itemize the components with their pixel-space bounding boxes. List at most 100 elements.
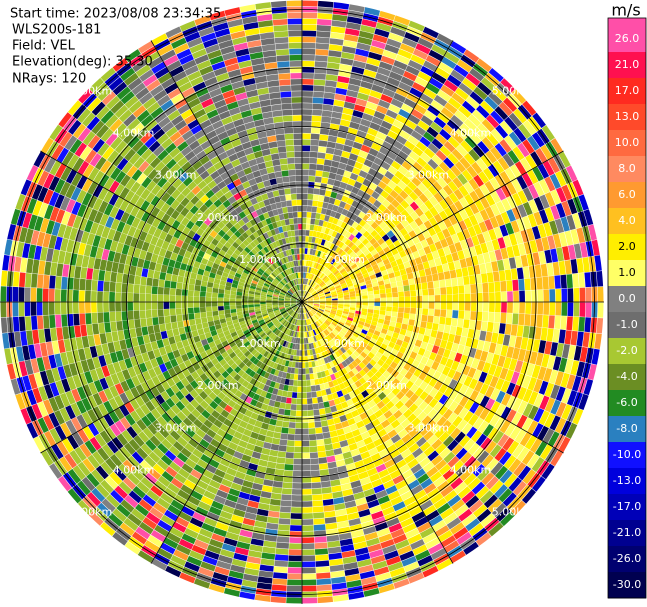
radar-bin [184, 114, 197, 125]
radar-bin [230, 266, 238, 273]
radar-bin [38, 329, 46, 344]
radar-bin [230, 308, 237, 314]
radar-bin [182, 176, 193, 187]
radar-bin [272, 304, 279, 307]
radar-bin [203, 327, 211, 334]
radar-bin [292, 254, 296, 261]
radar-bin [209, 365, 218, 374]
radar-bin [341, 195, 349, 203]
radar-bin [237, 130, 248, 139]
radar-bin [178, 421, 189, 432]
radar-bin [199, 222, 209, 231]
radar-bin [328, 216, 335, 224]
radar-bin [245, 318, 252, 324]
radar-bin [150, 386, 161, 397]
radar-bin [532, 112, 546, 129]
radar-bin [346, 248, 353, 256]
radar-bin [313, 512, 325, 519]
radar-bin [43, 399, 54, 415]
radar-bin [140, 460, 153, 472]
radar-bin [104, 475, 119, 490]
radar-bin [229, 341, 237, 348]
radar-bin [284, 218, 290, 226]
radar-bin [181, 295, 188, 302]
radar-bin [322, 492, 333, 500]
radar-bin [51, 443, 64, 460]
radar-bin [39, 370, 50, 386]
radar-bin [219, 318, 227, 324]
radar-bin [490, 190, 501, 204]
radar-bin [377, 280, 385, 286]
radar-bin [77, 203, 87, 218]
radar-bin [338, 297, 344, 301]
radar-bin [175, 76, 190, 88]
radar-bin [233, 322, 240, 328]
radar-bin [31, 184, 43, 200]
radar-bin [322, 498, 334, 506]
radar-bin [458, 293, 465, 302]
radar-bin [385, 109, 398, 120]
radar-bin [358, 170, 368, 179]
radar-bin [218, 194, 228, 204]
radar-bin [294, 446, 302, 453]
radar-bin [0, 270, 8, 287]
radar-bin [348, 226, 355, 234]
radar-bin [317, 451, 327, 458]
radar-bin [310, 289, 316, 294]
radar-bin [136, 419, 147, 431]
radar-bin [500, 280, 507, 292]
radar-bin [107, 150, 119, 164]
radar-bin [285, 452, 294, 459]
radar-bin [195, 340, 203, 349]
radar-bin [264, 281, 271, 286]
radar-bin [243, 167, 253, 176]
radar-bin [251, 280, 258, 285]
radar-bin [269, 92, 281, 100]
radar-bin [214, 125, 226, 136]
radar-bin [149, 124, 162, 136]
radar-bin [181, 59, 197, 71]
radar-bin [221, 256, 229, 264]
radar-bin [133, 435, 145, 447]
radar-bin [322, 287, 329, 292]
radar-bin [286, 585, 302, 592]
radar-bin [414, 256, 423, 265]
radar-bin [267, 135, 277, 143]
radar-bin [172, 178, 183, 189]
radar-bin [36, 231, 46, 247]
radar-bin [270, 0, 287, 8]
radar-bin [253, 69, 267, 78]
radar-bin [16, 241, 25, 258]
radar-bin [513, 127, 527, 143]
radar-bin [299, 290, 302, 297]
radar-bin [190, 103, 204, 114]
radar-bin [294, 368, 299, 374]
radar-bin [269, 147, 279, 155]
radar-bin [253, 203, 261, 211]
radar-bin [477, 253, 485, 265]
radar-bin [323, 288, 330, 293]
radar-bin [436, 33, 453, 46]
radar-bin [86, 491, 101, 507]
radar-bin [296, 284, 299, 291]
radar-bin [231, 158, 241, 168]
radar-bin [99, 259, 108, 271]
radar-bin [85, 290, 91, 302]
radar-bin [260, 297, 266, 301]
radar-bin [99, 333, 107, 345]
radar-bin [205, 130, 217, 140]
radar-bin [287, 24, 302, 31]
radar-bin [288, 422, 296, 429]
radar-bin [139, 310, 146, 319]
radar-bin [108, 193, 119, 206]
radar-bin [49, 275, 56, 289]
radar-bin [317, 238, 323, 245]
radar-bin [254, 299, 260, 302]
radar-bin [314, 218, 320, 226]
radar-bin [186, 351, 195, 360]
radar-bin [428, 243, 437, 253]
radar-bin [178, 327, 186, 335]
radar-bin [24, 228, 34, 244]
radar-bin [230, 312, 237, 317]
radar-bin [208, 255, 216, 263]
